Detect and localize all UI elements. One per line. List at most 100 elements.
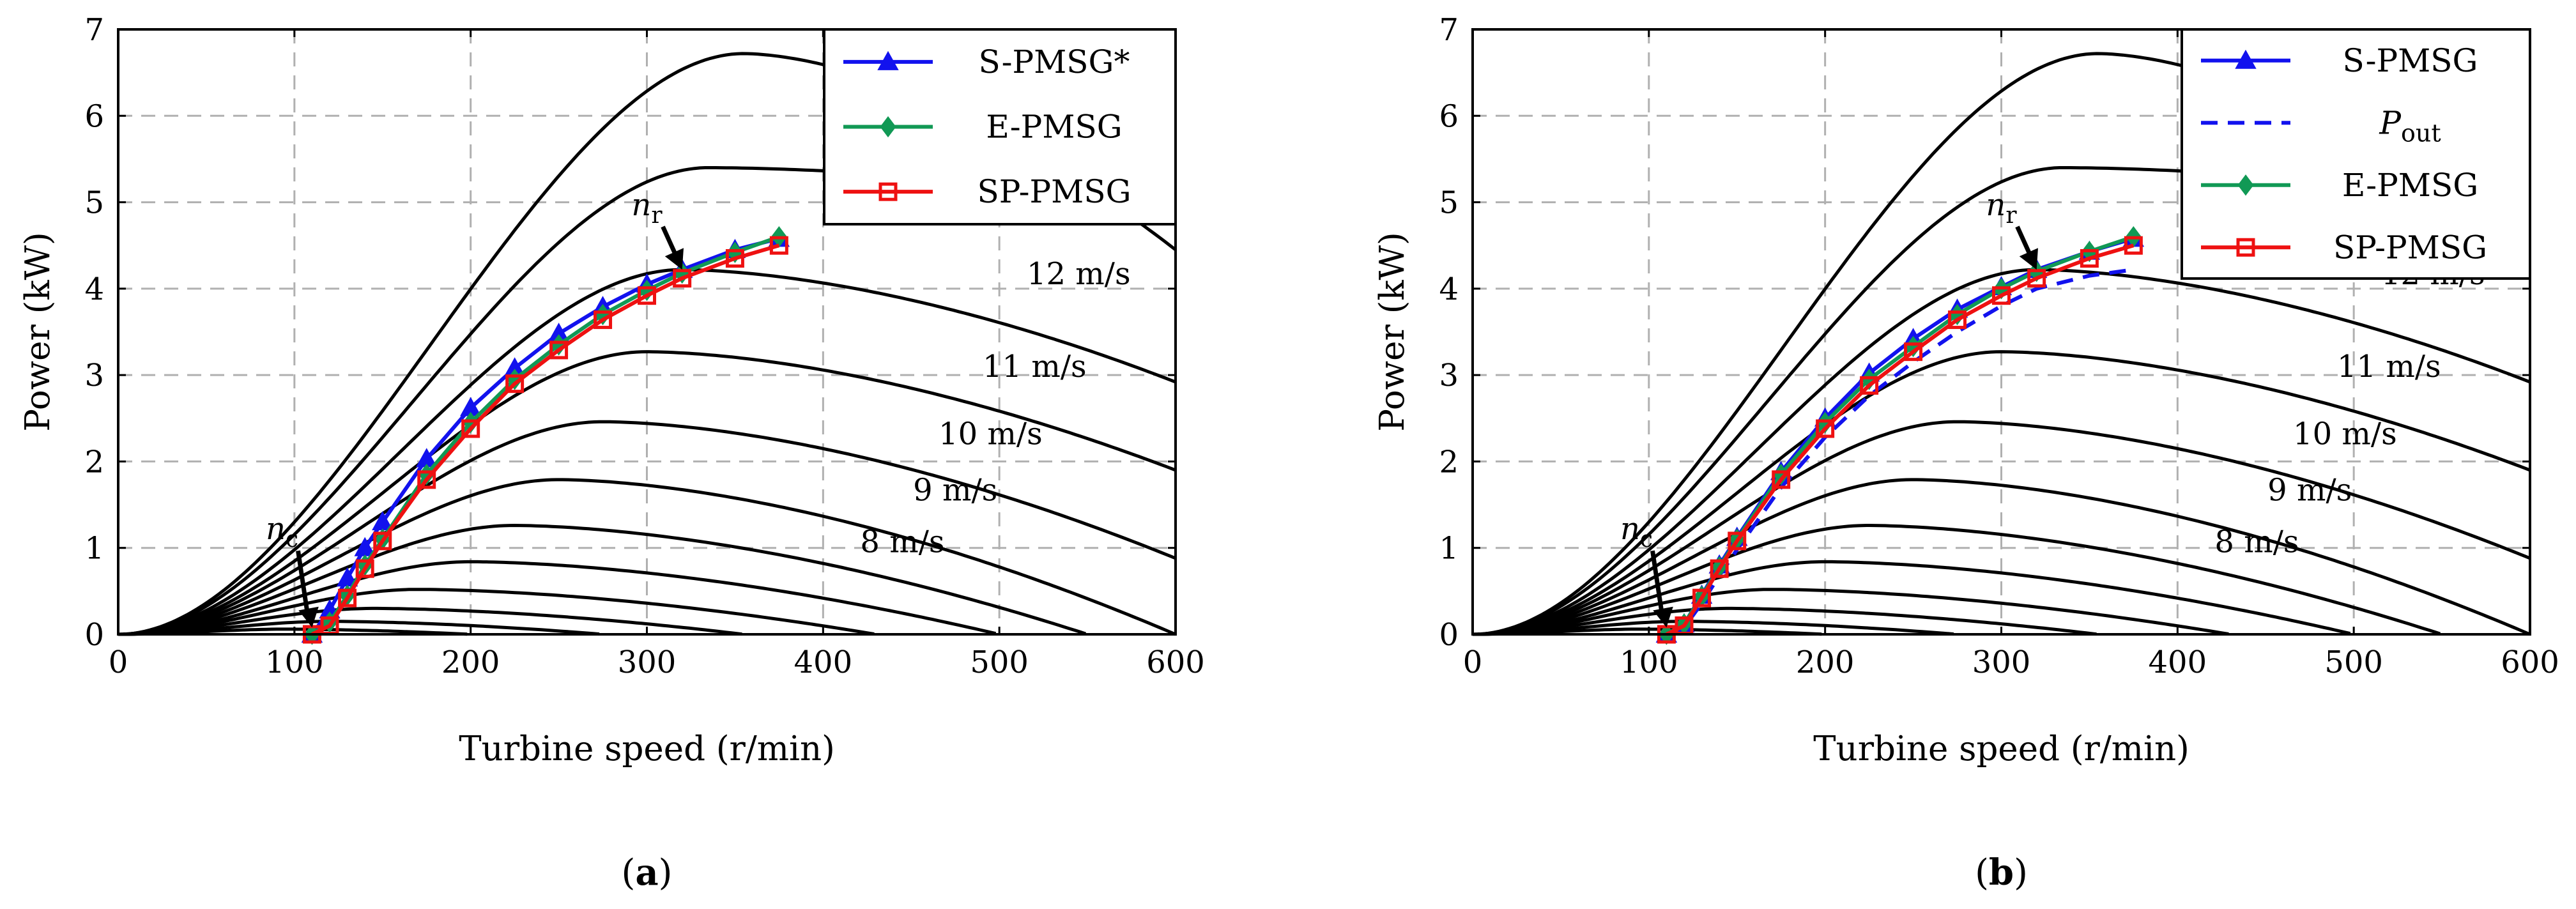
y-axis-label: Power (kW) xyxy=(19,232,57,431)
turbine-curve xyxy=(1472,478,2531,636)
x-tick-label: 200 xyxy=(1796,645,1855,680)
data-point xyxy=(2080,249,2099,268)
data-series xyxy=(1655,226,2145,645)
x-tick-label: 300 xyxy=(1972,645,2031,680)
point-label: nr xyxy=(631,187,663,229)
turbine-curve xyxy=(118,620,600,636)
data-point xyxy=(417,470,436,489)
data-point xyxy=(1710,559,1729,578)
data-point xyxy=(1728,531,1747,551)
point-label-sub: c xyxy=(286,526,298,553)
legend-label-text: E-PMSG xyxy=(2342,167,2478,204)
x-tick-label: 100 xyxy=(265,645,324,680)
y-tick-label: 6 xyxy=(84,98,104,134)
turbine-curve xyxy=(118,560,997,636)
legend-marker xyxy=(878,182,898,201)
turbine-curve xyxy=(1472,268,2531,636)
point-label: nr xyxy=(1986,187,2017,229)
x-axis-label: Turbine speed (r/min) xyxy=(1813,729,2189,768)
point-label-base: n xyxy=(631,187,651,223)
point-label-base: n xyxy=(1986,187,2005,223)
y-tick-label: 6 xyxy=(1439,98,1459,134)
x-tick-label: 0 xyxy=(1463,645,1483,680)
point-label-base: n xyxy=(1620,511,1640,547)
series-line xyxy=(1666,243,2135,636)
point-label-base: n xyxy=(266,511,286,547)
legend: S-PMSG* E-PMSG SP-PMSG xyxy=(823,28,1177,225)
legend-label-text: SP-PMSG xyxy=(977,173,1131,210)
y-tick-label: 5 xyxy=(1439,185,1459,221)
data-series xyxy=(301,226,790,645)
legend-label: SP-PMSG xyxy=(977,173,1131,210)
point-label-sub: r xyxy=(2005,202,2017,229)
data-point xyxy=(1992,286,2011,305)
x-tick-label: 600 xyxy=(2501,645,2559,680)
turbine-curve xyxy=(1473,620,1954,636)
data-point xyxy=(1948,310,1967,330)
legend-label: S-PMSG* xyxy=(978,43,1130,80)
data-point xyxy=(594,310,613,330)
turbine-curve xyxy=(118,627,468,636)
data-point xyxy=(769,236,788,255)
data-point xyxy=(725,249,744,268)
caption-close: ) xyxy=(2014,852,2028,894)
legend-box xyxy=(2181,28,2531,280)
x-tick-label: 0 xyxy=(109,645,128,680)
data-point xyxy=(2124,236,2143,255)
y-tick-label: 3 xyxy=(1439,358,1459,393)
y-tick-label: 1 xyxy=(1439,531,1459,567)
legend-label-text: E-PMSG xyxy=(986,109,1122,146)
legend-marker xyxy=(2237,174,2254,196)
arrow-head xyxy=(2019,248,2038,270)
data-point xyxy=(461,419,480,438)
legend-label-text: S-PMSG* xyxy=(978,43,1130,80)
legend-label-text: SP-PMSG xyxy=(2333,229,2487,266)
panel-caption: (a) xyxy=(621,852,672,894)
legend-label: E-PMSG xyxy=(986,109,1122,146)
y-tick-label: 4 xyxy=(1439,271,1459,307)
arrow-shaft xyxy=(1650,550,1665,619)
caption-close: ) xyxy=(659,852,673,894)
data-point xyxy=(1692,588,1712,607)
legend-label: S-PMSG xyxy=(2342,42,2478,79)
chart-panel-b: 12 m/s11 m/s10 m/s9 m/s8 m/snrnc01002003… xyxy=(1373,12,2559,894)
y-tick-label: 2 xyxy=(1439,444,1459,480)
turbine-curve xyxy=(118,606,742,636)
legend-label-text: S-PMSG xyxy=(2342,42,2478,79)
point-label: nc xyxy=(266,511,298,553)
data-point xyxy=(1772,470,1791,489)
data-point xyxy=(673,269,692,288)
wind-speed-label: 11 m/s xyxy=(2337,349,2441,385)
turbine-curve xyxy=(1472,560,2351,636)
wind-speed-label: 10 m/s xyxy=(2293,416,2397,452)
turbine-curve xyxy=(118,420,1176,636)
point-label-sub: c xyxy=(1640,526,1653,553)
turbine-curve xyxy=(1472,420,2531,636)
panel-caption: (b) xyxy=(1975,852,2028,894)
data-point xyxy=(1904,342,1923,362)
x-axis-label: Turbine speed (r/min) xyxy=(459,729,835,768)
legend-marker xyxy=(880,116,896,138)
x-tick-label: 400 xyxy=(794,645,853,680)
legend-label: SP-PMSG xyxy=(2333,229,2487,266)
caption-letter: b xyxy=(1989,852,2014,894)
turbine-curve xyxy=(1472,350,2531,636)
x-tick-label: 100 xyxy=(1620,645,1678,680)
data-point xyxy=(505,374,525,393)
y-tick-label: 5 xyxy=(84,185,104,221)
legend-marker xyxy=(2236,238,2255,257)
caption-open: ( xyxy=(621,852,635,894)
data-point xyxy=(373,531,392,551)
x-tick-label: 200 xyxy=(441,645,500,680)
legend-marker xyxy=(877,50,899,70)
wind-speed-label: 12 m/s xyxy=(1027,256,1131,292)
y-axis-label: Power (kW) xyxy=(1373,232,1412,431)
wind-speed-label: 11 m/s xyxy=(983,349,1087,385)
legend-label: Pout xyxy=(2379,104,2441,147)
x-tick-label: 300 xyxy=(618,645,677,680)
legend-label-sub: out xyxy=(2401,119,2441,147)
data-point xyxy=(638,286,656,305)
point-label-sub: r xyxy=(651,202,663,229)
x-tick-label: 500 xyxy=(970,645,1029,680)
